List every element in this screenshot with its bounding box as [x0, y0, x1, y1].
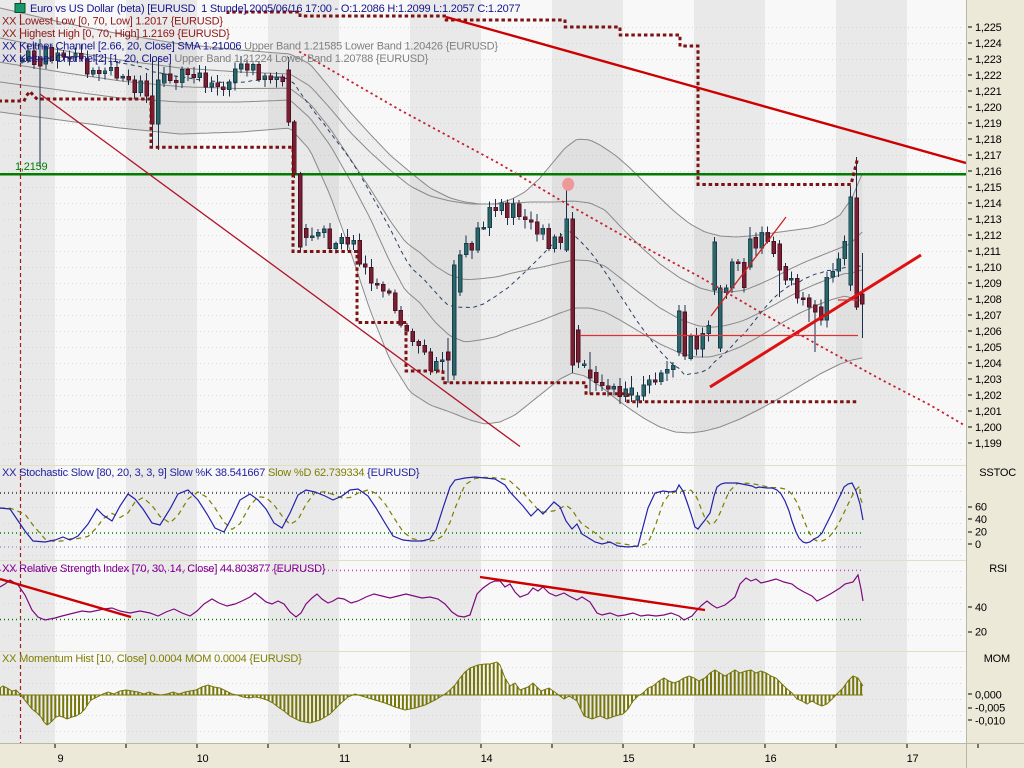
svg-text:1,218: 1,218 — [975, 134, 1002, 146]
svg-text:15: 15 — [623, 753, 635, 765]
svg-text:1,202: 1,202 — [975, 390, 1002, 402]
svg-text:10: 10 — [197, 753, 209, 765]
svg-text:1,206: 1,206 — [975, 326, 1002, 338]
svg-text:1,221: 1,221 — [975, 86, 1002, 98]
svg-text:1,200: 1,200 — [975, 422, 1002, 434]
svg-text:40: 40 — [975, 514, 987, 526]
svg-text:1,222: 1,222 — [975, 70, 1002, 82]
svg-text:1,207: 1,207 — [975, 310, 1002, 322]
svg-text:20: 20 — [975, 527, 987, 539]
svg-text:RSI: RSI — [989, 563, 1007, 575]
svg-text:1,219: 1,219 — [975, 118, 1002, 130]
svg-text:1,2159: 1,2159 — [15, 161, 48, 173]
svg-text:-0,010: -0,010 — [975, 716, 1005, 728]
svg-text:40: 40 — [975, 602, 987, 614]
svg-text:1,220: 1,220 — [975, 102, 1002, 114]
svg-text:-0,005: -0,005 — [975, 703, 1005, 715]
svg-text:1,223: 1,223 — [975, 54, 1002, 66]
svg-text:XX Highest High [0, 70, High]: XX Highest High [0, 70, High] 1.2169 {EU… — [2, 28, 230, 40]
svg-text:1,224: 1,224 — [975, 38, 1002, 50]
svg-text:9: 9 — [58, 753, 64, 765]
svg-text:XX Keltner Channel[2] [1, 20,: XX Keltner Channel[2] [1, 20, Close] Upp… — [2, 53, 429, 65]
svg-text:1,225: 1,225 — [975, 22, 1002, 34]
svg-text:XX Keltner Channel [2.66, 20,: XX Keltner Channel [2.66, 20, Close] SMA… — [2, 41, 498, 53]
svg-text:XX Lowest Low [0, 70, Low] 1.2: XX Lowest Low [0, 70, Low] 1.2017 {EURUS… — [2, 16, 223, 28]
svg-text:0: 0 — [975, 539, 981, 551]
svg-text:1,203: 1,203 — [975, 374, 1002, 386]
svg-text:MOM: MOM — [984, 653, 1010, 665]
svg-text:20: 20 — [975, 627, 987, 639]
svg-text:1,210: 1,210 — [975, 262, 1002, 274]
svg-text:SSTOC: SSTOC — [979, 467, 1016, 479]
svg-text:1,215: 1,215 — [975, 182, 1002, 194]
svg-text:11: 11 — [339, 753, 350, 765]
svg-text:Euro vs US Dollar (beta) [EURU: Euro vs US Dollar (beta) [EURUSD 1 Stund… — [30, 3, 520, 15]
svg-text:XX Relative Strength Index [70: XX Relative Strength Index [70, 30, 14, … — [2, 563, 326, 575]
svg-text:14: 14 — [481, 753, 493, 765]
svg-text:1,216: 1,216 — [975, 166, 1002, 178]
svg-text:1,217: 1,217 — [975, 150, 1002, 162]
svg-text:1,205: 1,205 — [975, 342, 1002, 354]
svg-text:1,199: 1,199 — [975, 438, 1002, 450]
svg-text:XX Stochastic Slow [80, 20, 3,: XX Stochastic Slow [80, 20, 3, 3, 9] Slo… — [2, 467, 420, 479]
svg-text:0,000: 0,000 — [975, 690, 1002, 702]
svg-text:1,211: 1,211 — [975, 246, 1001, 258]
svg-text:1,204: 1,204 — [975, 358, 1002, 370]
svg-text:17: 17 — [907, 753, 919, 765]
svg-text:60: 60 — [975, 502, 987, 514]
svg-text:1,201: 1,201 — [975, 406, 1002, 418]
svg-text:XX Momentum Hist [10, Close] 0: XX Momentum Hist [10, Close] 0.0004 MOM … — [2, 653, 302, 665]
svg-text:1,213: 1,213 — [975, 214, 1002, 226]
svg-text:1,208: 1,208 — [975, 294, 1002, 306]
svg-text:1,212: 1,212 — [975, 230, 1002, 242]
svg-text:1,209: 1,209 — [975, 278, 1002, 290]
svg-text:16: 16 — [765, 753, 777, 765]
svg-text:1,214: 1,214 — [975, 198, 1002, 210]
